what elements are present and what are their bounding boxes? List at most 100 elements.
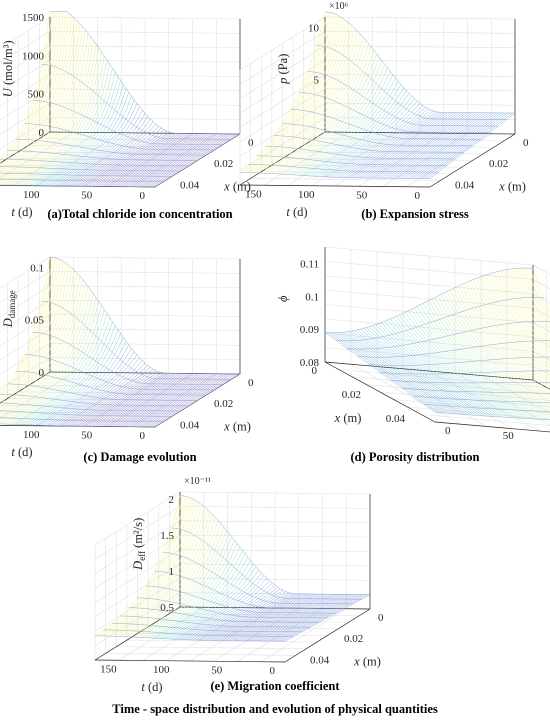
gridline (324, 16, 516, 20)
t-tick-label: 50 (81, 429, 93, 441)
t-axis-symbol: t (11, 445, 15, 459)
surface-line (523, 267, 550, 330)
z-axis-symbol: D (131, 561, 145, 571)
gridline (49, 45, 241, 49)
gridline (0, 45, 51, 78)
t-tick-label: 150 (245, 188, 262, 200)
surface-line (171, 527, 362, 600)
surface-line (145, 585, 336, 614)
t-tick-label: 50 (503, 430, 515, 442)
gridline (142, 607, 228, 661)
axis-line (324, 131, 516, 135)
panel-caption: (a)Total chloride ion concentration (47, 207, 232, 221)
z-axis-label: Deff (m²/s) (131, 518, 147, 571)
t-tick-label: 100 (153, 664, 170, 676)
gridline (105, 653, 296, 656)
gridline (0, 271, 51, 303)
x-axis-label: x (m) (223, 180, 251, 194)
x-tick-label: 0.02 (489, 158, 508, 170)
x-tick-label: 0.02 (214, 158, 233, 170)
surface-line (299, 92, 490, 134)
t-tick-label: 0 (140, 430, 146, 442)
surface-line (434, 411, 550, 421)
gridline (324, 289, 534, 309)
surface-line (316, 45, 507, 120)
x-tick-label: 0.04 (455, 179, 475, 191)
surface-line (24, 354, 215, 391)
t-tick-label: 0 (445, 425, 451, 437)
axis-line (429, 133, 516, 188)
z-axis-unit: (Pa) (276, 54, 290, 78)
z-tick-label: 1.5 (160, 530, 174, 542)
gridline (0, 74, 51, 107)
gridline (239, 59, 326, 114)
gridline (94, 534, 181, 589)
surface-line (500, 270, 550, 365)
gridline (49, 59, 241, 63)
z-tick-label: 0.11 (300, 258, 319, 270)
surface-line (49, 256, 240, 375)
x-axis-unit: (m) (230, 180, 251, 194)
gridline (179, 491, 371, 495)
surface-line (379, 370, 550, 375)
surface-line (137, 597, 328, 619)
gridline (287, 132, 373, 186)
gridline (49, 299, 241, 303)
x-axis-symbol: x (334, 411, 341, 425)
gridline (116, 646, 307, 650)
t-tick-label: 50 (211, 664, 223, 676)
z-axis-label: ϕ (276, 295, 290, 302)
gridline (250, 178, 441, 181)
surface-line (7, 383, 198, 401)
gridline (0, 164, 187, 168)
surface-line (0, 393, 189, 407)
surface-line (290, 109, 481, 140)
surface-mesh (0, 256, 241, 428)
z-exponent: ×10⁶ (329, 1, 349, 12)
surface-line (203, 592, 289, 641)
surface-line (242, 11, 328, 173)
axis-line (0, 131, 51, 164)
z-axis-symbol: D (1, 318, 15, 328)
t-axis-unit: (d) (15, 205, 33, 219)
gridline (271, 164, 462, 168)
gridline (12, 372, 98, 426)
surface-line (0, 410, 172, 417)
z-axis-symbol: U (1, 87, 15, 97)
z-tick-label: 2 (169, 494, 175, 506)
x-axis-unit: (m) (360, 655, 381, 669)
axis-line (239, 184, 431, 188)
surface-line (24, 317, 110, 425)
chart-panel-e: 0.5 1 1.5 2 0 50 100 150 0 0.02 0.04 Deff (m²/s) t (… (94, 476, 384, 694)
gridline (421, 414, 550, 426)
z-axis-unit: (m²/s) (131, 518, 145, 551)
x-axis-symbol: x (498, 180, 505, 194)
z-axis-symbol: ϕ (276, 295, 290, 302)
surface-line (112, 623, 302, 633)
gridline (94, 549, 181, 603)
gridline (239, 74, 326, 128)
surface-line (49, 10, 240, 135)
z-tick-label: 0 (39, 367, 45, 379)
z-tick-label: 500 (28, 89, 45, 101)
gridline (179, 506, 371, 509)
x-axis-unit: (m) (505, 180, 526, 194)
x-axis-symbol: x (223, 180, 230, 194)
gridline (36, 132, 122, 187)
surface-line (0, 423, 155, 428)
gridline (324, 31, 516, 34)
t-tick-label: 100 (23, 189, 40, 201)
x-axis-label: x (m) (223, 420, 251, 434)
surface-line (506, 269, 550, 357)
gridline (379, 391, 550, 408)
panel-caption: (c) Damage evolution (83, 450, 196, 464)
panel-caption: (b) Expansion stress (361, 207, 469, 221)
x-tick-label: 0 (312, 365, 318, 377)
z-axis-label: U (mol/m³) (1, 40, 15, 97)
surface-line (7, 150, 198, 161)
surface-mesh (0, 10, 241, 188)
surface-line (103, 629, 294, 637)
